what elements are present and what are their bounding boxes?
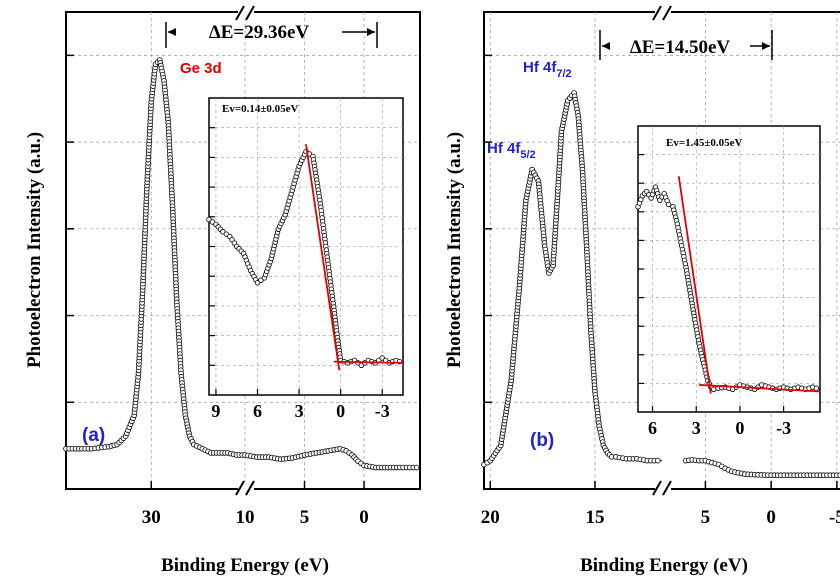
x-tick-label: -5 bbox=[829, 507, 840, 528]
panel-b-axis-break-left bbox=[652, 480, 662, 496]
x-tick-label: 0 bbox=[359, 507, 369, 528]
x-tick-label: 10 bbox=[236, 507, 255, 528]
panel-a-top-axis-break-left bbox=[235, 5, 245, 21]
panel-a: 30 10 5 0 ΔE=29.36eV Ge 3d (a) 9 6 3 0 -3 Ev=0.… bbox=[24, 5, 421, 576]
panel-a-x-ticks: 30 10 5 0 bbox=[142, 481, 369, 528]
panel-b-delta-arrowhead-right bbox=[762, 42, 770, 50]
inset-data-point bbox=[711, 386, 717, 393]
panel-a-label: (a) bbox=[82, 425, 105, 446]
x-tick-label: 30 bbox=[142, 507, 161, 528]
inset-baseline-line bbox=[333, 360, 404, 364]
x-tick-label: 5 bbox=[701, 507, 711, 528]
panel-b-top-axis-break-right bbox=[662, 5, 672, 21]
inset-x-tick-label: 3 bbox=[692, 418, 701, 438]
panel-b-label: (b) bbox=[530, 430, 554, 451]
panel-b-inset-data bbox=[635, 176, 821, 394]
x-tick-label: 5 bbox=[300, 507, 310, 528]
panel-b-delta-arrowhead-left bbox=[602, 42, 610, 50]
inset-x-tick-label: 0 bbox=[735, 418, 744, 438]
panel-b-delta-e-label: ΔE=14.50eV bbox=[630, 37, 731, 58]
panel-a-y-axis-label: Photoelectron Intensity (a.u.) bbox=[24, 132, 45, 368]
inset-data-point bbox=[665, 201, 672, 208]
panel-b-x-axis-label: Binding Energy (eV) bbox=[580, 555, 748, 576]
inset-x-tick-label: 0 bbox=[336, 401, 345, 421]
x-tick-label: 15 bbox=[585, 507, 604, 528]
panel-b: 20 15 5 0 -5 ΔE=14.50eV Hf 4f7/2 Hf 4f5/2 (b… bbox=[444, 5, 840, 576]
panel-b-y-ticks bbox=[484, 54, 492, 404]
inset-fit-line bbox=[677, 176, 712, 394]
panel-a-top-axis-break-right bbox=[245, 5, 255, 21]
panel-b-x-ticks: 20 15 5 0 -5 bbox=[481, 481, 840, 528]
inset-data-point bbox=[813, 385, 820, 391]
inset-x-tick-label: 9 bbox=[211, 401, 220, 421]
inset-fit-line bbox=[305, 144, 341, 371]
panel-a-inset: 9 6 3 0 -3 Ev=0.14±0.05eV bbox=[206, 97, 404, 421]
panel-a-inset-ticks: 9 6 3 0 -3 bbox=[209, 127, 390, 421]
panel-b-top-axis-break-left bbox=[652, 5, 662, 21]
panel-b-axis-break-right bbox=[662, 480, 672, 496]
panel-b-peak-label-hf4f52: Hf 4f5/2 bbox=[487, 140, 536, 161]
panel-b-inset-ev-annotation: Ev=1.45±0.05eV bbox=[666, 137, 743, 149]
inset-x-tick-label: 6 bbox=[648, 418, 657, 438]
data-point bbox=[837, 472, 840, 479]
panel-a-axis-break-right bbox=[245, 480, 255, 496]
data-point bbox=[655, 457, 661, 464]
panel-a-peak-label-ge3d: Ge 3d bbox=[180, 60, 222, 77]
inset-x-tick-label: -3 bbox=[375, 401, 390, 421]
panel-b-inset-ticks: 6 3 0 -3 bbox=[638, 154, 791, 438]
panel-b-peak-label-hf4f72: Hf 4f7/2 bbox=[523, 59, 572, 80]
panel-a-x-axis-label: Binding Energy (eV) bbox=[161, 555, 329, 576]
panel-a-delta-arrowhead-right bbox=[367, 28, 375, 36]
inset-baseline-line bbox=[699, 384, 821, 393]
panel-a-inset-data bbox=[206, 144, 404, 371]
x-tick-label: 0 bbox=[766, 507, 776, 528]
panel-b-inset: 6 3 0 -3 Ev=1.45±0.05eV bbox=[635, 125, 821, 438]
panel-a-delta-arrowhead-left bbox=[168, 28, 176, 36]
inset-x-tick-label: 6 bbox=[253, 401, 262, 421]
panel-a-data bbox=[63, 57, 420, 471]
panel-a-inset-ev-annotation: Ev=0.14±0.05eV bbox=[222, 103, 299, 115]
panel-b-data bbox=[481, 90, 840, 479]
panel-a-delta-e-label: ΔE=29.36eV bbox=[209, 22, 310, 43]
inset-x-tick-label: 3 bbox=[295, 401, 304, 421]
panel-a-y-ticks bbox=[66, 54, 74, 404]
inset-x-tick-label: -3 bbox=[776, 418, 791, 438]
panel-b-y-axis-label: Photoelectron Intensity (a.u.) bbox=[444, 132, 465, 368]
panel-a-axis-break-left bbox=[235, 480, 245, 496]
data-point bbox=[413, 464, 420, 471]
x-tick-label: 20 bbox=[481, 507, 500, 528]
panel-b-inset-grid bbox=[638, 126, 820, 412]
